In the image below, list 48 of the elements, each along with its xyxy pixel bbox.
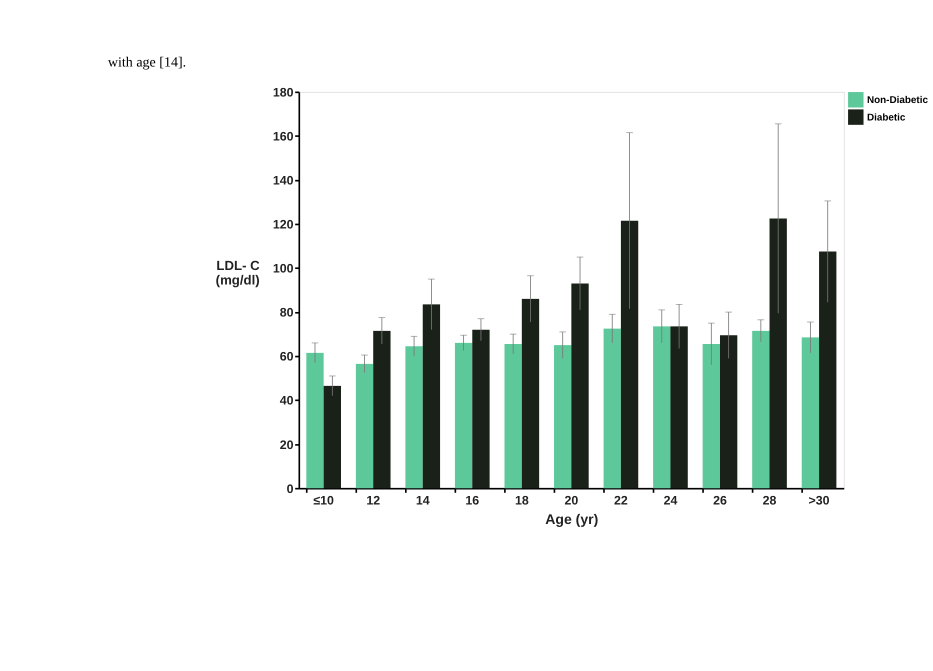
x-axis-title: Age (yr): [545, 511, 598, 528]
bar: [770, 218, 787, 488]
bar: [720, 335, 738, 488]
legend-label: Diabetic: [866, 112, 906, 124]
bar: [653, 326, 670, 488]
y-axis-title: LDL- C (mg/dl): [216, 258, 260, 288]
x-tick-label: 14: [416, 493, 430, 508]
y-tick-label: 180: [272, 85, 294, 100]
bar: [373, 330, 391, 488]
bar: [554, 345, 572, 488]
x-tick-label: ≤10: [313, 493, 334, 508]
y-tick-label: 80: [280, 306, 294, 320]
bar: [454, 342, 472, 488]
x-tick-label: 28: [762, 493, 777, 508]
bar: [752, 330, 770, 488]
x-tick-label: 24: [664, 493, 678, 508]
x-tick-label: >30: [808, 493, 830, 508]
bar: [620, 220, 638, 488]
y-tick-label: 0: [286, 482, 294, 496]
bar: [571, 283, 589, 488]
x-tick-label: 26: [713, 493, 727, 508]
bar: [802, 337, 820, 488]
bar: [324, 386, 341, 488]
x-tick-label: 18: [514, 493, 529, 508]
bar: [405, 346, 423, 488]
bar: [604, 328, 621, 488]
y-tick-label: 100: [272, 262, 294, 276]
x-tick-label: 16: [465, 493, 480, 508]
bar: [504, 344, 522, 488]
x-tick-label: 20: [564, 493, 578, 508]
bar: [702, 344, 720, 488]
bar: [472, 330, 490, 488]
bar: [819, 252, 836, 488]
bar: [670, 326, 688, 488]
text: with age [14].: [108, 54, 186, 70]
legend-label: Non-Diabetic: [866, 95, 928, 106]
bar: [306, 352, 324, 488]
y-tick-label: 60: [280, 350, 294, 364]
x-tick-label: 12: [366, 493, 380, 508]
y-tick-label: 140: [272, 174, 294, 188]
y-tick-label: 20: [280, 438, 294, 452]
y-tick-label: 120: [272, 218, 294, 232]
bar: [522, 298, 540, 488]
bar: [356, 364, 374, 488]
bar: [422, 304, 440, 488]
y-tick-label: 160: [272, 130, 294, 144]
y-tick-label: 40: [280, 394, 294, 408]
x-tick-label: 22: [614, 493, 628, 508]
